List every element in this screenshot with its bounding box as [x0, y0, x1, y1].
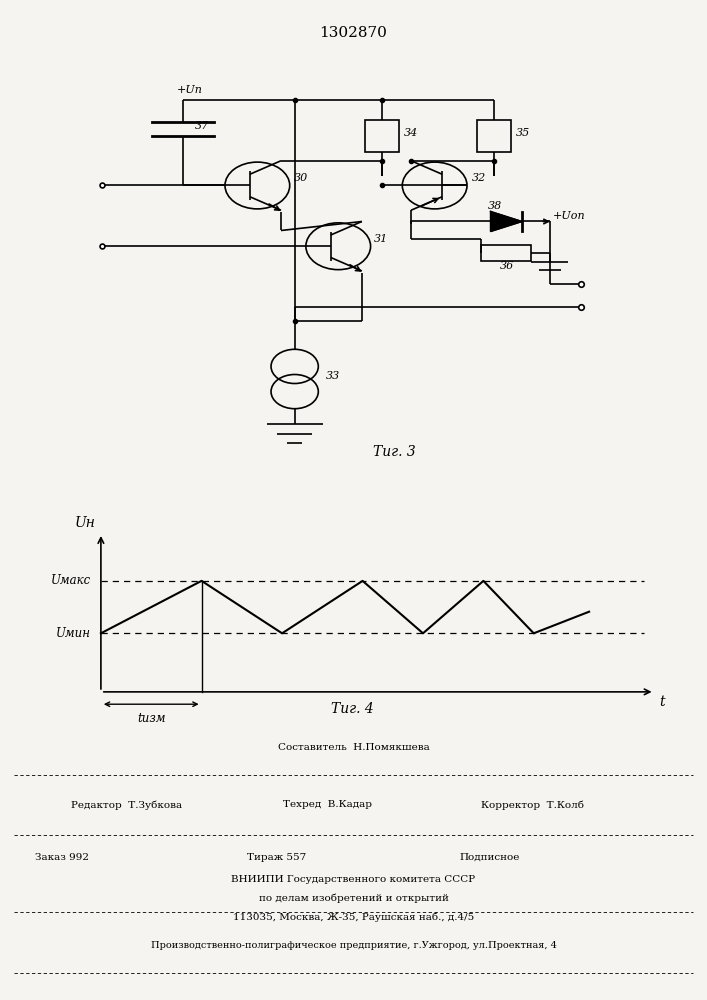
Text: Uмакс: Uмакс — [51, 574, 90, 587]
Bar — [481, 245, 531, 261]
Text: ВНИИПИ Государственного комитета СССР: ВНИИПИ Государственного комитета СССР — [231, 874, 476, 884]
Text: 35: 35 — [515, 128, 530, 138]
Text: Редактор  Т.Зубкова: Редактор Т.Зубкова — [71, 800, 182, 810]
Text: 34: 34 — [404, 128, 418, 138]
Text: Производственно-полиграфическое предприятие, г.Ужгород, ул.Проектная, 4: Производственно-полиграфическое предприя… — [151, 940, 556, 950]
Text: t: t — [660, 695, 665, 709]
Polygon shape — [491, 212, 522, 231]
Text: Τиг. 4: Τиг. 4 — [331, 702, 374, 716]
Text: Техред  В.Кадар: Техред В.Кадар — [283, 800, 372, 809]
Text: Тираж 557: Тираж 557 — [247, 852, 307, 861]
Text: +Uоп: +Uоп — [553, 211, 585, 221]
Text: Uмин: Uмин — [56, 627, 90, 640]
Text: Uн: Uн — [75, 516, 96, 530]
Text: 31: 31 — [374, 234, 389, 244]
Text: 1302870: 1302870 — [320, 26, 387, 40]
Text: Подписное: Подписное — [460, 852, 520, 861]
Text: Заказ 992: Заказ 992 — [35, 852, 89, 861]
Text: Корректор  Т.Колб: Корректор Т.Колб — [481, 800, 584, 810]
Text: 30: 30 — [293, 173, 308, 183]
Text: 37: 37 — [195, 121, 209, 131]
Bar — [477, 120, 511, 152]
Text: tизм: tизм — [137, 712, 165, 725]
Text: +Uп: +Uп — [177, 85, 202, 95]
Bar — [365, 120, 399, 152]
Text: Τиг. 3: Τиг. 3 — [373, 444, 416, 458]
Text: 38: 38 — [488, 201, 502, 211]
Text: 32: 32 — [472, 173, 486, 183]
Text: 33: 33 — [326, 371, 340, 381]
Text: по делам изобретений и открытий: по делам изобретений и открытий — [259, 894, 448, 903]
Text: 36: 36 — [500, 261, 514, 271]
Text: 113035, Москва, Ж-35, Раушская наб., д.4/5: 113035, Москва, Ж-35, Раушская наб., д.4… — [233, 913, 474, 922]
Text: Составитель  Н.Помякшева: Составитель Н.Помякшева — [278, 742, 429, 752]
